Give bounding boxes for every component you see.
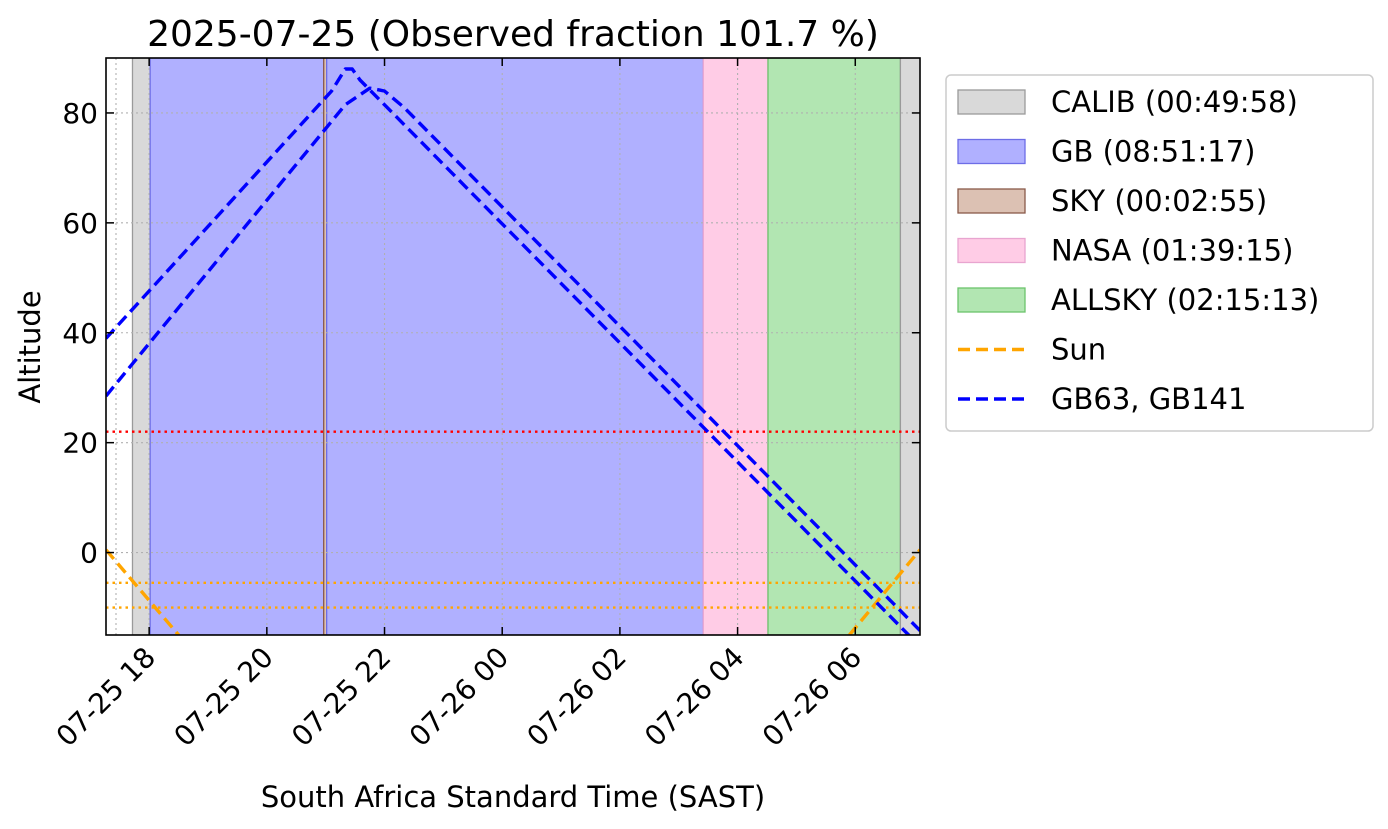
x-tick-label: 07-26 02 <box>520 641 632 753</box>
chart-title: 2025-07-25 (Observed fraction 101.7 %) <box>147 14 879 55</box>
span-calib <box>899 58 920 635</box>
x-tick-label: 07-26 06 <box>756 641 868 753</box>
legend-item-gb: GB (08:51:17) <box>957 135 1255 169</box>
y-tick-label: 80 <box>62 97 98 130</box>
plot-frame <box>105 57 921 636</box>
legend-label: CALIB (00:49:58) <box>1051 85 1298 119</box>
series-line-gb63-gb141 <box>106 86 920 633</box>
span-gb <box>149 58 325 635</box>
span-allsky <box>767 58 902 635</box>
legend-swatch <box>957 287 1026 313</box>
x-tick-label: 07-25 20 <box>167 641 279 753</box>
legend-swatch <box>957 237 1026 264</box>
legend-label: ALLSKY (02:15:13) <box>1051 283 1319 317</box>
legend-item-nasa: NASA (01:39:15) <box>957 234 1293 268</box>
x-tick-label: 07-26 00 <box>403 641 515 753</box>
x-tick-label: 07-25 22 <box>285 641 397 753</box>
legend: CALIB (00:49:58) GB (08:51:17) SKY (00:02:… <box>945 74 1374 432</box>
legend-item-gb63-gb141: GB63, GB141 <box>958 382 1246 416</box>
legend-item-sky: SKY (00:02:55) <box>957 184 1267 218</box>
span-nasa <box>702 58 769 635</box>
legend-item-allsky: ALLSKY (02:15:13) <box>957 283 1319 317</box>
y-tick-label: 20 <box>62 427 98 460</box>
legend-label: NASA (01:39:15) <box>1051 234 1293 268</box>
legend-item-sun: Sun <box>958 333 1106 367</box>
span-gb <box>326 58 704 635</box>
series-line-sun <box>106 548 180 635</box>
y-tick-label: 0 <box>80 537 98 570</box>
legend-frame <box>945 74 1374 432</box>
x-tick-label: 07-26 04 <box>638 641 750 753</box>
legend-swatch <box>957 188 1026 214</box>
legend-swatch <box>957 89 1026 115</box>
x-tick-label: 07-25 18 <box>50 641 162 753</box>
x-axis-label: South Africa Standard Time (SAST) <box>261 780 765 814</box>
series-line-sun <box>848 548 920 635</box>
legend-label: GB63, GB141 <box>1051 382 1246 416</box>
legend-item-calib: CALIB (00:49:58) <box>957 85 1298 119</box>
series-line-gb63-gb141 <box>106 67 912 635</box>
legend-label: SKY (00:02:55) <box>1051 184 1267 218</box>
legend-label: Sun <box>1051 333 1106 367</box>
y-tick-label: 40 <box>62 317 98 350</box>
legend-label: GB (08:51:17) <box>1051 135 1255 169</box>
y-axis-label: Altitude <box>13 290 47 403</box>
legend-swatch <box>957 138 1026 165</box>
y-tick-label: 60 <box>62 207 98 240</box>
